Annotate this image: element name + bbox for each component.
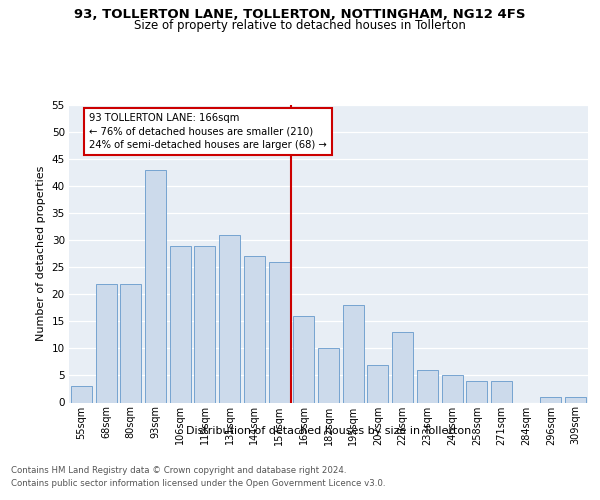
Bar bbox=[120, 284, 141, 403]
Bar bbox=[170, 246, 191, 402]
Bar bbox=[318, 348, 339, 403]
Text: Size of property relative to detached houses in Tollerton: Size of property relative to detached ho… bbox=[134, 19, 466, 32]
Bar bbox=[145, 170, 166, 402]
Bar bbox=[565, 397, 586, 402]
Bar bbox=[219, 235, 240, 402]
Bar bbox=[269, 262, 290, 402]
Bar bbox=[343, 305, 364, 402]
Bar bbox=[442, 376, 463, 402]
Y-axis label: Number of detached properties: Number of detached properties bbox=[36, 166, 46, 342]
Text: Contains public sector information licensed under the Open Government Licence v3: Contains public sector information licen… bbox=[11, 479, 385, 488]
Bar bbox=[491, 381, 512, 402]
Bar bbox=[71, 386, 92, 402]
Text: Contains HM Land Registry data © Crown copyright and database right 2024.: Contains HM Land Registry data © Crown c… bbox=[11, 466, 346, 475]
Bar bbox=[392, 332, 413, 402]
Bar bbox=[244, 256, 265, 402]
Bar bbox=[95, 284, 116, 403]
Bar bbox=[293, 316, 314, 402]
Bar bbox=[194, 246, 215, 402]
Text: 93, TOLLERTON LANE, TOLLERTON, NOTTINGHAM, NG12 4FS: 93, TOLLERTON LANE, TOLLERTON, NOTTINGHA… bbox=[74, 8, 526, 20]
Bar bbox=[466, 381, 487, 402]
Bar bbox=[541, 397, 562, 402]
Text: 93 TOLLERTON LANE: 166sqm
← 76% of detached houses are smaller (210)
24% of semi: 93 TOLLERTON LANE: 166sqm ← 76% of detac… bbox=[89, 113, 326, 150]
Text: Distribution of detached houses by size in Tollerton: Distribution of detached houses by size … bbox=[186, 426, 472, 436]
Bar bbox=[367, 364, 388, 403]
Bar bbox=[417, 370, 438, 402]
